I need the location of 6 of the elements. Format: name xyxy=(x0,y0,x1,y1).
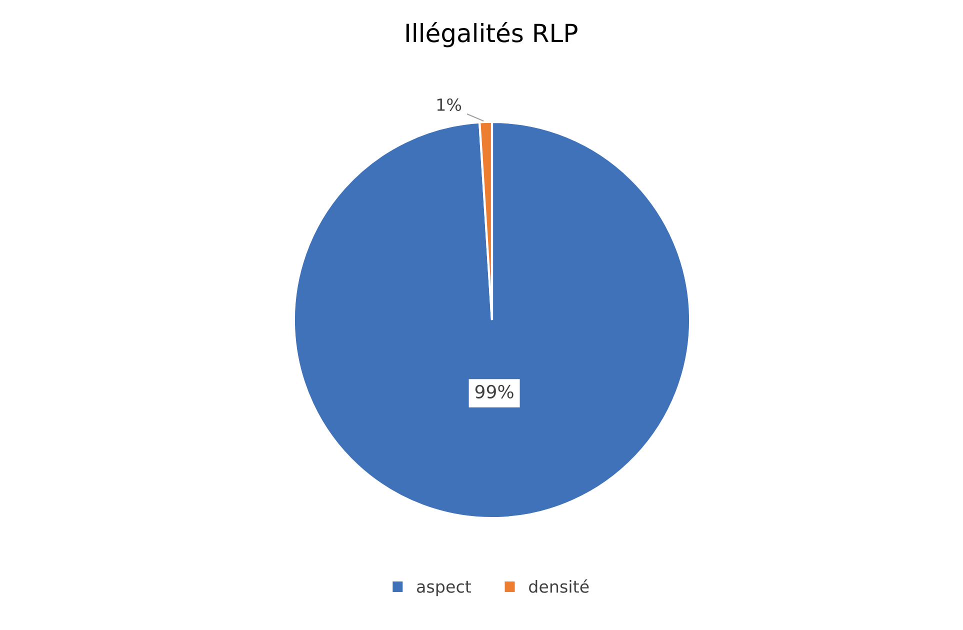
pie-slice xyxy=(292,120,692,520)
chart-title: Illégalités RLP xyxy=(406,22,578,48)
data-label: 99% xyxy=(475,384,514,398)
legend-label: aspect xyxy=(417,580,472,596)
data-label: 1% xyxy=(437,98,462,111)
legend-label: densité xyxy=(529,579,589,593)
